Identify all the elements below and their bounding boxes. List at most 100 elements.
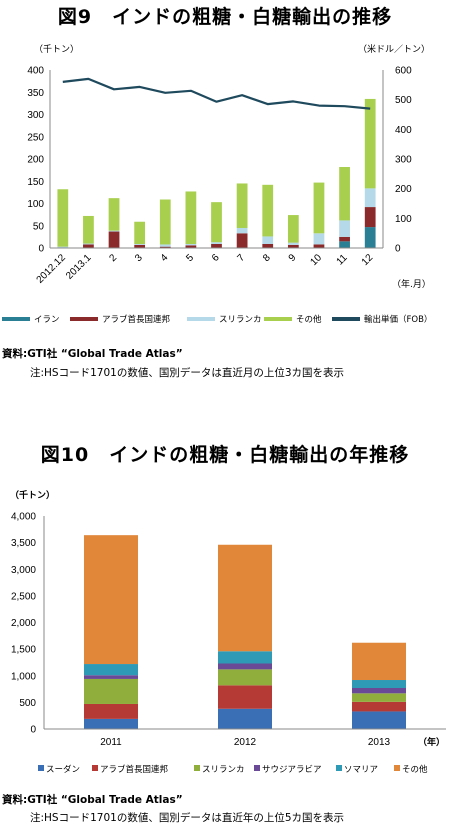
x-tick-label: 2011 [100, 737, 122, 748]
legend-label: アラブ首長国連邦 [100, 764, 169, 775]
chart-title: 図9 インドの粗糖・白糖輸出の推移 [57, 6, 393, 28]
legend-label: イラン [34, 315, 60, 325]
legend-label: スーダン [46, 764, 80, 775]
bar-segment [84, 675, 138, 679]
legend-swatch [194, 765, 200, 771]
bar-segment [352, 680, 406, 688]
note-text: 注:HSコード1701の数値、国別データは直近月の上位3カ国を表示 [30, 367, 344, 379]
bar-segment [236, 227, 248, 234]
x-tick-label: 10 [308, 252, 324, 268]
bar-segment [313, 244, 325, 248]
bar-segment [218, 708, 272, 729]
bar-segment [339, 167, 350, 221]
figure-9: 図9 インドの粗糖・白糖輸出の推移 （千トン） （米ドル／トン） 0 50 100 150… [0, 0, 450, 390]
bar-segment [134, 243, 146, 245]
x-tick-label: 11 [335, 252, 350, 267]
legend-label: 輸出単価（FOB） [364, 314, 432, 325]
y-tick-label: 3,000 [11, 565, 36, 576]
bar-segment [262, 243, 274, 248]
y-tick-label: 0 [38, 244, 44, 255]
bar-segment [313, 182, 325, 234]
chart-title: 図10 インドの粗糖・白糖輸出の年推移 [40, 444, 410, 466]
bar-segment [262, 236, 274, 244]
bar-segment [352, 701, 406, 712]
y-tick-label: 100 [27, 199, 44, 210]
x-tick-label: 3 [133, 252, 145, 264]
x-tick-label: 12 [360, 252, 376, 268]
y-tick-label: 1,500 [11, 645, 36, 656]
left-axis-unit: （千トン） [10, 489, 55, 501]
bar-segment [211, 242, 222, 244]
x-tick-label: 2012 [234, 737, 257, 748]
chart-10-svg: （千トン） 0 500 1,000 1,500 2,000 2,500 3,000 3,500 4… [10, 489, 446, 775]
y2-tick-label: 100 [395, 214, 412, 225]
y-tick-label: 4,000 [11, 512, 36, 523]
x-tick-label: 2013 [368, 737, 391, 748]
bar-segment [352, 693, 406, 702]
y2-tick-label: 200 [395, 184, 412, 195]
bar-segment [84, 678, 138, 704]
bar-segment [83, 243, 94, 245]
bar-segment [83, 215, 94, 244]
bar-segment [84, 718, 138, 729]
bar-segment [339, 236, 350, 242]
bar-segment [108, 230, 120, 232]
y-tick-label: 200 [27, 155, 44, 166]
bar-segment [218, 685, 272, 709]
x-tick-label: 2013.1 [64, 252, 94, 282]
source-text: 資料:GTI社 “Global Trade Atlas” [2, 794, 183, 806]
source-text: 資料:GTI社 “Global Trade Atlas” [2, 348, 183, 360]
bar-segment [352, 687, 406, 694]
bar-segment [108, 198, 120, 231]
y-tick-label: 2,500 [11, 591, 36, 602]
y-tick-label: 3,500 [11, 538, 36, 549]
x-tick-label: 4 [159, 252, 171, 264]
bar-segment [218, 663, 272, 670]
x-tick-label: 2 [107, 252, 119, 264]
legend-swatch [394, 765, 400, 771]
legend-swatch [38, 765, 44, 771]
bar-segment [287, 244, 299, 248]
right-axis-unit: （米ドル／トン） [358, 43, 430, 55]
figure-10: 図10 インドの粗糖・白糖輸出の年推移 （千トン） 0 500 1,000 1,500 2… [0, 440, 450, 824]
y-tick-label: 2,000 [11, 618, 36, 629]
bar-segment [159, 246, 171, 248]
legend-label: アラブ首長国連邦 [102, 314, 171, 325]
y-tick-label: 300 [27, 110, 44, 121]
legend-label: スリランカ [219, 315, 262, 325]
bar-segment [218, 651, 272, 664]
y2-tick-label: 300 [395, 155, 412, 166]
bar-segment [84, 535, 138, 665]
y-tick-label: 150 [27, 177, 44, 188]
left-axis-unit: （千トン） [34, 44, 79, 55]
legend-label: その他 [296, 314, 322, 325]
legend-label: その他 [402, 764, 428, 775]
bar-segment [364, 98, 376, 189]
unit-price-line [62, 77, 371, 110]
bar-segment [57, 246, 69, 248]
bar-segment [108, 231, 120, 248]
bar-segment [159, 244, 171, 247]
bar-segment [218, 669, 272, 686]
bar-segment [57, 189, 69, 247]
y-tick-label: 350 [27, 88, 44, 99]
bar-segment [236, 233, 248, 248]
bar-segment [364, 207, 376, 228]
y2-tick-label: 400 [395, 125, 412, 136]
x-tick-label: 8 [261, 252, 273, 264]
bar-segment [313, 233, 325, 245]
bar-segment [84, 703, 138, 719]
bar-segment [185, 191, 197, 244]
bar-segment [364, 227, 376, 248]
legend-swatch [336, 765, 342, 771]
bar-segment [83, 244, 94, 248]
legend-label: サウジアラビア [262, 765, 322, 775]
legend-swatch [254, 765, 260, 771]
y-tick-label: 500 [19, 698, 36, 709]
y-tick-label: 50 [33, 221, 45, 232]
y2-tick-label: 0 [395, 244, 401, 255]
note-text: 注:HSコード1701の数値、国別データは直近年の上位5カ国を表示 [30, 812, 344, 824]
bar-segment [262, 184, 274, 237]
x-tick-label: 9 [287, 252, 299, 264]
bar-segment [211, 243, 222, 248]
